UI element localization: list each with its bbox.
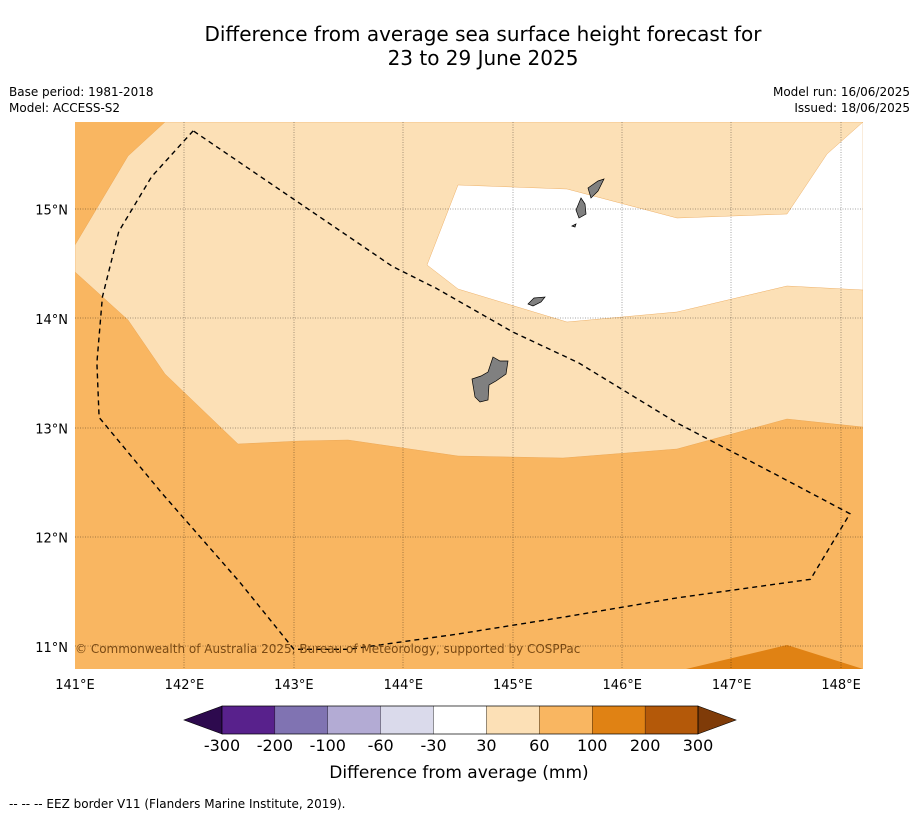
longitude-tick-labels: 141°E 142°E 143°E 144°E 145°E 146°E 147°E 148°E	[55, 678, 861, 693]
colorbar-tick-label: -30	[420, 736, 446, 755]
colorbar-extension-low	[183, 705, 223, 735]
colorbar-extension-high	[697, 705, 737, 735]
anomaly-band-100-200	[686, 645, 863, 669]
eez-border-line	[96, 130, 851, 650]
copyright-watermark: © Commonwealth of Australia 2025, Bureau…	[75, 642, 580, 656]
aguijan-island	[571, 223, 577, 228]
map-title-line-1: Difference from average sea surface heig…	[204, 22, 762, 46]
colorbar-swatch	[380, 705, 434, 735]
colorbar-swatch	[433, 705, 487, 735]
colorbar-outline	[221, 705, 699, 735]
meta-right: Model run: 16/06/2025 Issued: 18/06/2025	[773, 84, 910, 116]
lon-tick-label: 146°E	[602, 678, 642, 693]
colorbar-tick-label: 300	[683, 736, 714, 755]
lon-tick-label: 147°E	[712, 678, 752, 693]
colorbar-tick-label: 60	[529, 736, 549, 755]
lat-tick-label: 13°N	[35, 422, 68, 437]
lon-tick-label: 148°E	[821, 678, 861, 693]
latitude-tick-labels: 11°N 12°N 13°N 14°N 15°N	[35, 204, 68, 657]
guam-island	[471, 356, 509, 403]
lon-tick-label: 144°E	[384, 678, 424, 693]
anomaly-band-neg30-30	[426, 122, 863, 323]
lon-tick-label: 141°E	[55, 678, 95, 693]
saipan-island	[587, 178, 605, 199]
eez-legend-note: -- -- -- EEZ border V11 (Flanders Marine…	[9, 797, 346, 811]
tinian-island	[575, 197, 587, 219]
lat-tick-label: 12°N	[35, 532, 68, 547]
lat-tick-label: 15°N	[35, 204, 68, 219]
colorbar-tick-label: -60	[368, 736, 394, 755]
lat-tick-label: 11°N	[35, 641, 68, 656]
base-period-label: Base period: 1981-2018	[9, 85, 154, 99]
lat-tick-label: 14°N	[35, 313, 68, 328]
colorbar-swatch	[592, 705, 646, 735]
colorbar-swatch	[486, 705, 540, 735]
map-title: Difference from average sea surface heig…	[0, 22, 919, 70]
colorbar-label: Difference from average (mm)	[329, 763, 588, 783]
lon-tick-label: 145°E	[493, 678, 533, 693]
issued-label: Issued: 18/06/2025	[794, 101, 910, 115]
colorbar: -300 -200 -100 -60 -30 30 60 100 200 300	[183, 705, 737, 755]
colorbar-tick-label: -100	[310, 736, 346, 755]
colorbar-tick-label: 30	[476, 736, 496, 755]
colorbar-tick-label: -200	[257, 736, 293, 755]
colorbar-swatch	[644, 705, 699, 735]
colorbar-swatch	[274, 705, 328, 735]
lon-tick-label: 142°E	[165, 678, 205, 693]
colorbar-tick-label: 200	[630, 736, 661, 755]
gridlines	[75, 122, 863, 669]
colorbar-swatch	[221, 705, 276, 735]
map-title-line-2: 23 to 29 June 2025	[387, 46, 579, 70]
lon-tick-label: 143°E	[274, 678, 314, 693]
colorbar-tick-label: -300	[204, 736, 240, 755]
model-run-label: Model run: 16/06/2025	[772, 85, 910, 99]
islands	[471, 178, 605, 403]
model-label: Model: ACCESS-S2	[9, 101, 121, 115]
colorbar-tick-label: 100	[577, 736, 608, 755]
map-plot-area	[75, 122, 863, 669]
colorbar-swatch	[327, 705, 381, 735]
colorbar-swatch	[539, 705, 593, 735]
meta-left: Base period: 1981-2018 Model: ACCESS-S2	[9, 84, 154, 116]
rota-island	[527, 296, 546, 307]
